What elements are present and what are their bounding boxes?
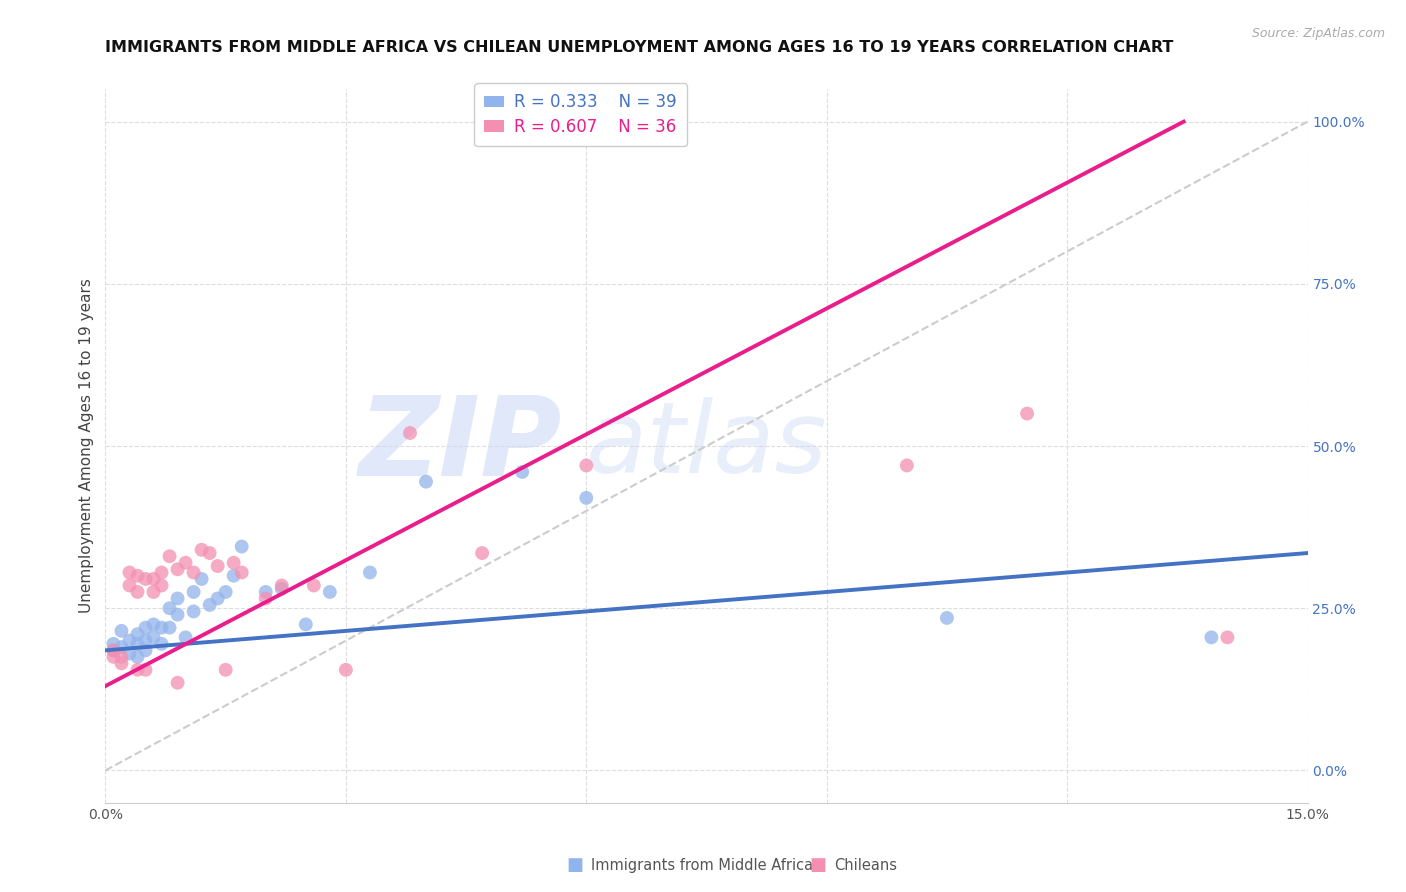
Point	[319, 585, 342, 599]
Point	[135, 572, 157, 586]
Point	[135, 663, 157, 677]
Point	[127, 627, 149, 641]
Point	[231, 540, 253, 554]
Text: Source: ZipAtlas.com: Source: ZipAtlas.com	[1251, 27, 1385, 40]
Point	[159, 549, 181, 564]
Point	[103, 649, 125, 664]
Point	[1017, 407, 1039, 421]
Point	[166, 675, 188, 690]
Point	[166, 591, 188, 606]
Point	[135, 621, 157, 635]
Point	[183, 566, 205, 580]
Point	[183, 604, 205, 618]
Point	[150, 621, 173, 635]
Point	[118, 647, 141, 661]
Text: ■: ■	[567, 856, 583, 874]
Point	[127, 585, 149, 599]
Point	[174, 556, 197, 570]
Point	[159, 601, 181, 615]
Point	[110, 649, 132, 664]
Point	[575, 458, 598, 473]
Point	[222, 568, 245, 582]
Point	[118, 633, 141, 648]
Point	[159, 621, 181, 635]
Text: atlas: atlas	[586, 398, 828, 494]
Point	[254, 585, 277, 599]
Point	[1201, 631, 1223, 645]
Point	[142, 631, 165, 645]
Point	[142, 572, 165, 586]
Point	[270, 578, 292, 592]
Point	[295, 617, 318, 632]
Point	[166, 607, 188, 622]
Point	[103, 643, 125, 657]
Text: Immigrants from Middle Africa: Immigrants from Middle Africa	[591, 858, 813, 872]
Point	[190, 542, 212, 557]
Point	[214, 663, 236, 677]
Point	[231, 566, 253, 580]
Point	[110, 640, 132, 654]
Y-axis label: Unemployment Among Ages 16 to 19 years: Unemployment Among Ages 16 to 19 years	[79, 278, 94, 614]
Point	[399, 425, 422, 440]
Point	[1216, 631, 1239, 645]
Point	[302, 578, 325, 592]
Point	[127, 637, 149, 651]
Point	[135, 633, 157, 648]
Point	[110, 657, 132, 671]
Point	[198, 598, 221, 612]
Point	[207, 559, 229, 574]
Point	[183, 585, 205, 599]
Point	[415, 475, 437, 489]
Point	[222, 556, 245, 570]
Point	[110, 624, 132, 638]
Point	[127, 649, 149, 664]
Point	[127, 663, 149, 677]
Point	[135, 643, 157, 657]
Point	[270, 582, 292, 596]
Text: IMMIGRANTS FROM MIDDLE AFRICA VS CHILEAN UNEMPLOYMENT AMONG AGES 16 TO 19 YEARS : IMMIGRANTS FROM MIDDLE AFRICA VS CHILEAN…	[105, 40, 1174, 55]
Point	[335, 663, 357, 677]
Point	[150, 566, 173, 580]
Point	[214, 585, 236, 599]
Point	[150, 578, 173, 592]
Point	[166, 562, 188, 576]
Point	[103, 643, 125, 657]
Text: Chileans: Chileans	[834, 858, 897, 872]
Point	[174, 631, 197, 645]
Point	[142, 585, 165, 599]
Point	[510, 465, 533, 479]
Point	[142, 617, 165, 632]
Point	[118, 566, 141, 580]
Text: ZIP: ZIP	[359, 392, 562, 500]
Text: ■: ■	[810, 856, 827, 874]
Point	[471, 546, 494, 560]
Point	[190, 572, 212, 586]
Legend: R = 0.333    N = 39, R = 0.607    N = 36: R = 0.333 N = 39, R = 0.607 N = 36	[474, 83, 688, 146]
Point	[118, 578, 141, 592]
Point	[936, 611, 959, 625]
Point	[896, 458, 918, 473]
Point	[127, 568, 149, 582]
Point	[575, 491, 598, 505]
Point	[254, 591, 277, 606]
Point	[359, 566, 381, 580]
Point	[103, 637, 125, 651]
Point	[207, 591, 229, 606]
Point	[198, 546, 221, 560]
Point	[150, 637, 173, 651]
